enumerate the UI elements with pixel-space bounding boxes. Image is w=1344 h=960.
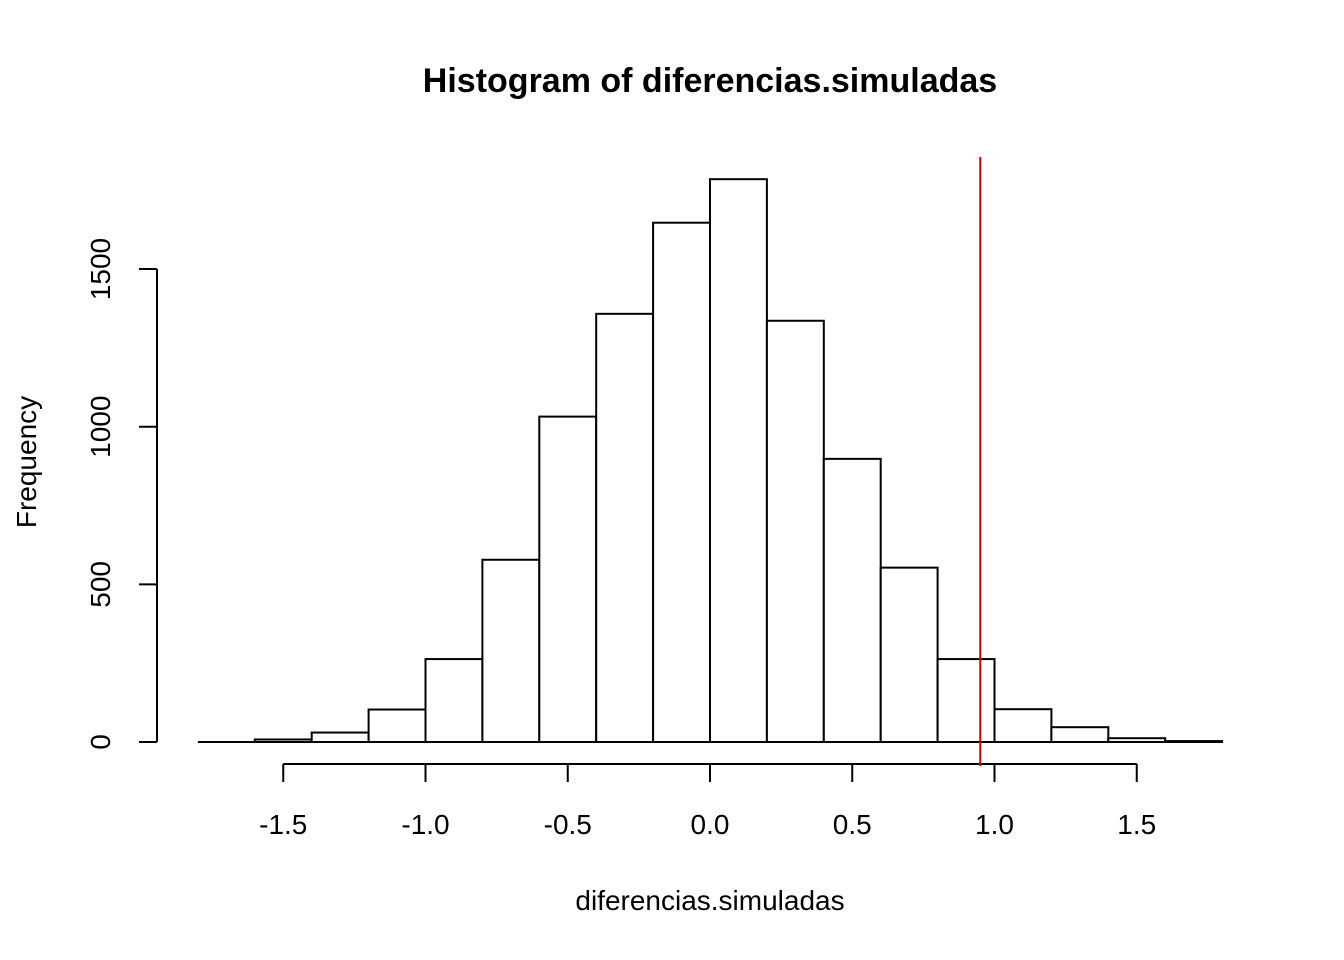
- histogram-bar: [310, 731, 370, 744]
- y-tick-label: 1000: [85, 396, 116, 458]
- x-tick-label: -1.5: [259, 809, 307, 840]
- x-tick-label: 0.0: [691, 809, 730, 840]
- histogram-bar: [652, 221, 711, 743]
- histogram-bar: [879, 566, 939, 743]
- histogram-bars: [253, 178, 1224, 744]
- histogram-bar: [765, 319, 825, 743]
- histogram-bar: [1050, 726, 1110, 744]
- x-tick-label: 1.0: [975, 809, 1014, 840]
- x-tick-label: -0.5: [544, 809, 592, 840]
- histogram-bar: [822, 457, 882, 743]
- x-tick-label: 1.5: [1117, 809, 1156, 840]
- y-tick-label: 1500: [85, 238, 116, 300]
- histogram-bar: [595, 312, 655, 743]
- x-tick-label: -1.0: [401, 809, 449, 840]
- y-tick-label: 500: [85, 561, 116, 608]
- histogram-bar: [936, 658, 996, 744]
- y-tick-label: 0: [85, 734, 116, 750]
- histogram-bar: [367, 708, 427, 744]
- y-axis: 0 500 1000 1500: [85, 238, 158, 750]
- histogram-bar: [538, 415, 598, 743]
- y-axis-label: Frequency: [11, 396, 42, 528]
- chart-title: Histogram of diferencias.simuladas: [423, 62, 997, 100]
- histogram-bar: [993, 708, 1053, 743]
- histogram-bar: [709, 178, 768, 743]
- histogram-bar: [481, 558, 541, 743]
- x-axis-label: diferencias.simuladas: [575, 885, 844, 916]
- x-axis: -1.5 -1.0 -0.5 0.0 0.5 1.0 1.5: [259, 763, 1156, 840]
- x-tick-label: 0.5: [833, 809, 872, 840]
- histogram-bar: [424, 658, 484, 744]
